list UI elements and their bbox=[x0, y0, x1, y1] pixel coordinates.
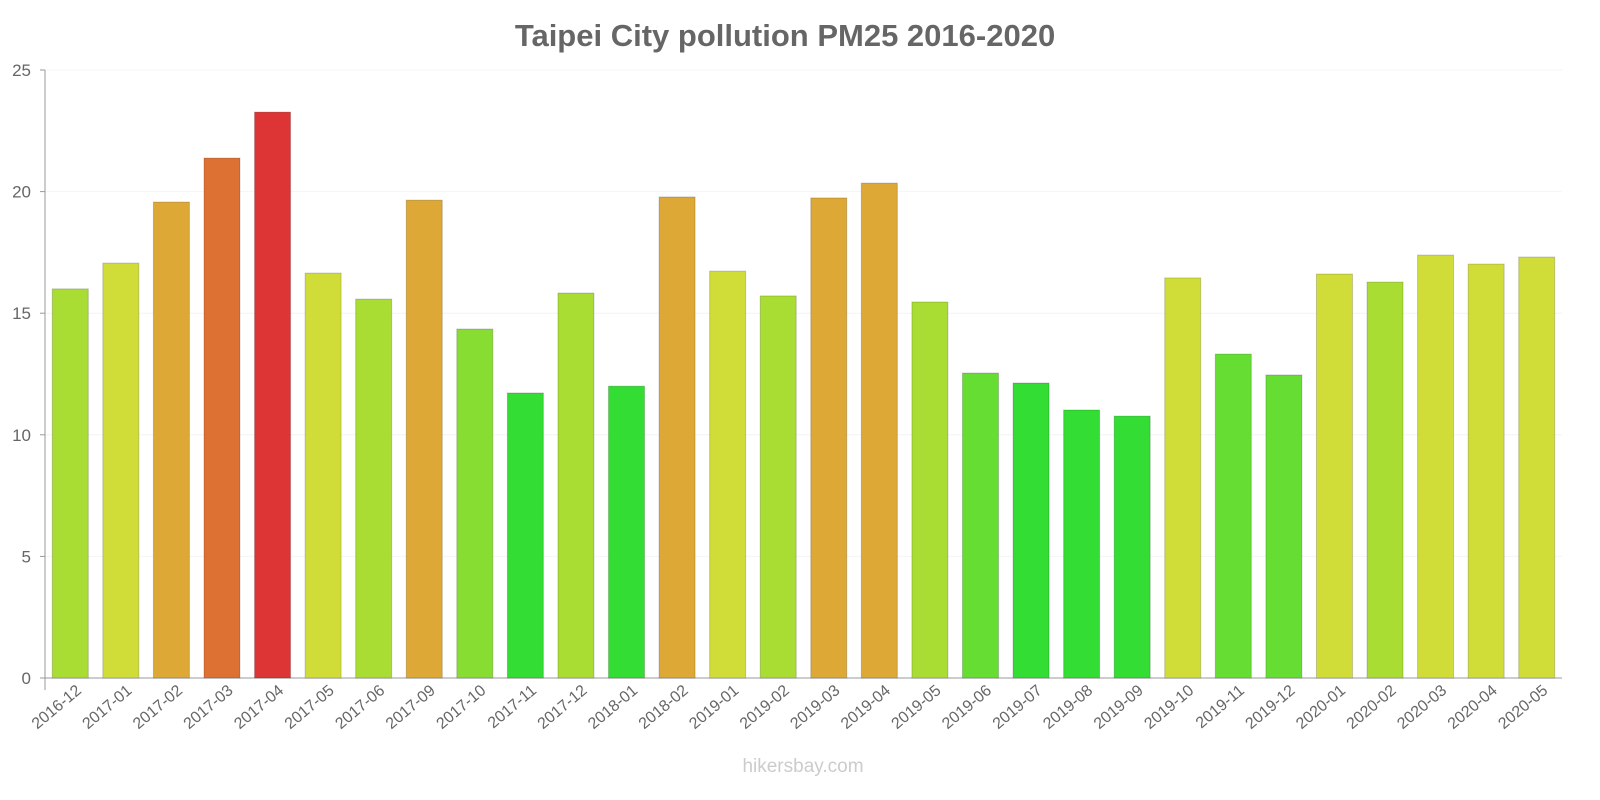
bar-2016-12[interactable]: 2016-12: 16 bbox=[51, 288, 89, 679]
bar-2020-03[interactable]: 2020-03: 17.39 bbox=[1417, 254, 1455, 679]
bar-2017-01[interactable]: 2017-01: 17.06 bbox=[102, 262, 140, 679]
x-tick-label: 2017-04 bbox=[231, 682, 287, 733]
bar-2017-03[interactable]: 2017-03: 21.38 bbox=[203, 157, 241, 679]
bar-2020-01[interactable]: 2020-01: 16.61 bbox=[1315, 273, 1353, 679]
x-tick-label: 2020-02 bbox=[1344, 682, 1400, 733]
x-tick-label: 2019-04 bbox=[838, 682, 894, 733]
y-tick-label: 15 bbox=[12, 304, 31, 323]
y-tick-label: 10 bbox=[12, 426, 31, 445]
x-tick-label: 2019-08 bbox=[1040, 682, 1096, 733]
x-tick-label: 2017-03 bbox=[181, 682, 237, 733]
x-tick-label: 2017-01 bbox=[80, 682, 136, 733]
x-tick-label: 2019-02 bbox=[737, 682, 793, 733]
x-tick-label: 2017-10 bbox=[433, 682, 489, 733]
x-tick-label: 2017-05 bbox=[282, 682, 338, 733]
bar-2019-05[interactable]: 2019-05: 15.46 bbox=[911, 301, 949, 679]
bar-2018-02[interactable]: 2018-02: 19.78 bbox=[658, 196, 696, 679]
bar-2017-05[interactable]: 2017-05: 16.65 bbox=[304, 272, 342, 679]
bar-2020-04[interactable]: 2020-04: 17.02 bbox=[1467, 263, 1505, 679]
bar-2019-08[interactable]: 2019-08: 11.02 bbox=[1063, 409, 1101, 679]
x-tick-label: 2020-03 bbox=[1394, 682, 1450, 733]
x-tick-label: 2020-04 bbox=[1445, 682, 1501, 733]
chart-title: Taipei City pollution PM25 2016-2020 bbox=[515, 18, 1055, 53]
x-tick-label: 2017-11 bbox=[485, 682, 540, 732]
x-tick-label: 2020-01 bbox=[1293, 682, 1349, 733]
bar-2017-11[interactable]: 2017-11: 11.72 bbox=[506, 392, 544, 679]
x-tick-label: 2016-12 bbox=[29, 682, 85, 733]
bar-2019-12[interactable]: 2019-12: 12.46 bbox=[1265, 374, 1303, 679]
bar-2019-04[interactable]: 2019-04: 20.35 bbox=[860, 182, 898, 679]
bar-2017-09[interactable]: 2017-09: 19.65 bbox=[405, 199, 443, 679]
x-tick-label: 2019-07 bbox=[990, 682, 1046, 733]
x-tick-label: 2019-03 bbox=[787, 682, 843, 733]
bar-2018-01[interactable]: 2018-01: 12 bbox=[608, 385, 646, 679]
x-tick-label: 2017-12 bbox=[535, 682, 591, 733]
bar-2019-02[interactable]: 2019-02: 15.71 bbox=[759, 295, 797, 679]
y-tick-label: 25 bbox=[12, 61, 31, 80]
bar-2019-01[interactable]: 2019-01: 16.73 bbox=[709, 270, 747, 679]
x-tick-label: 2019-09 bbox=[1091, 682, 1147, 733]
x-tick-label: 2019-01 bbox=[686, 682, 742, 733]
x-tick-label: 2019-05 bbox=[889, 682, 945, 733]
bar-2019-10[interactable]: 2019-10: 16.45 bbox=[1164, 277, 1202, 679]
bar-2017-10[interactable]: 2017-10: 14.35 bbox=[456, 328, 494, 679]
bar-2017-04[interactable]: 2017-04: 23.27 bbox=[254, 111, 292, 679]
y-tick-label: 20 bbox=[12, 183, 31, 202]
x-tick-label: 2019-11 bbox=[1193, 682, 1248, 732]
bar-2019-07[interactable]: 2019-07: 12.13 bbox=[1012, 382, 1050, 679]
x-tick-label: 2019-12 bbox=[1243, 682, 1299, 733]
x-tick-label: 2017-09 bbox=[383, 682, 439, 733]
x-tick-label: 2018-01 bbox=[585, 682, 641, 733]
watermark: hikersbay.com bbox=[742, 756, 863, 777]
bar-2017-12[interactable]: 2017-12: 15.83 bbox=[557, 292, 595, 679]
x-tick-label: 2017-06 bbox=[332, 682, 388, 733]
x-tick-label: 2019-06 bbox=[939, 682, 995, 733]
y-tick-label: 0 bbox=[22, 669, 31, 688]
x-tick-label: 2018-02 bbox=[636, 682, 692, 733]
x-tick-label: 2019-10 bbox=[1141, 682, 1197, 733]
bar-2020-02[interactable]: 2020-02: 16.28 bbox=[1366, 281, 1404, 679]
bar-2019-06[interactable]: 2019-06: 12.54 bbox=[961, 372, 999, 679]
bar-2019-09[interactable]: 2019-09: 10.77 bbox=[1113, 415, 1151, 679]
bar-2017-06[interactable]: 2017-06: 15.58 bbox=[355, 298, 393, 679]
bar-2020-05[interactable]: 2020-05: 17.31 bbox=[1518, 256, 1556, 679]
x-tick-label: 2020-05 bbox=[1495, 682, 1551, 733]
x-tick-label: 2017-02 bbox=[130, 682, 186, 733]
bar-2017-02[interactable]: 2017-02: 19.57 bbox=[152, 201, 190, 679]
y-tick-label: 5 bbox=[22, 547, 31, 566]
bar-2019-11[interactable]: 2019-11: 13.32 bbox=[1214, 353, 1252, 679]
bar-2019-03[interactable]: 2019-03: 19.74 bbox=[810, 197, 848, 679]
